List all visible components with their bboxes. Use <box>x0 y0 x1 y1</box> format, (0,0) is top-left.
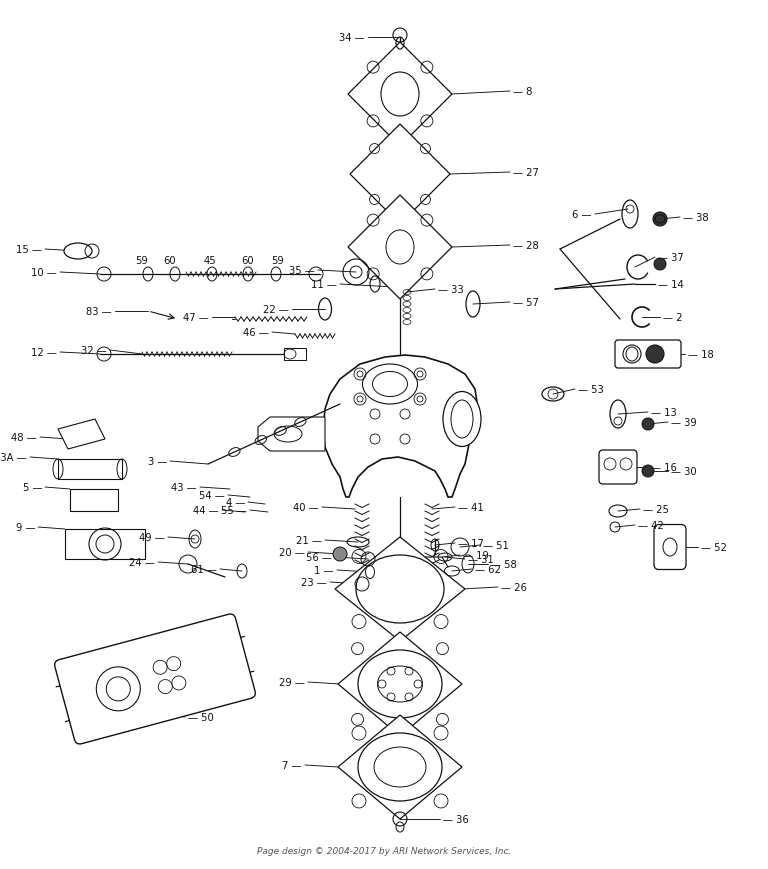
Text: 21 —: 21 — <box>296 535 322 546</box>
Polygon shape <box>350 125 450 225</box>
Text: — 30: — 30 <box>671 467 697 476</box>
Text: 22 —: 22 — <box>263 305 289 315</box>
Circle shape <box>642 466 654 477</box>
Text: 34 —: 34 — <box>339 33 365 43</box>
Text: 11 —: 11 — <box>311 280 337 289</box>
FancyBboxPatch shape <box>55 614 255 744</box>
Text: 54 —: 54 — <box>199 490 225 501</box>
Text: 48 —: 48 — <box>12 433 37 442</box>
Circle shape <box>646 346 664 363</box>
Text: — 39: — 39 <box>671 417 697 428</box>
Text: 3 —: 3 — <box>147 456 167 467</box>
Text: — 41: — 41 <box>458 502 484 513</box>
Text: — 52: — 52 <box>701 542 727 553</box>
Polygon shape <box>70 489 118 512</box>
Text: — 19: — 19 <box>463 550 489 561</box>
Text: — 8: — 8 <box>513 87 532 96</box>
Text: — 53: — 53 <box>578 385 604 395</box>
Text: — 37: — 37 <box>658 253 684 262</box>
Text: — 42: — 42 <box>638 521 664 530</box>
Ellipse shape <box>64 243 92 260</box>
Text: 7 —: 7 — <box>283 760 302 770</box>
Text: 59: 59 <box>272 255 284 266</box>
Text: 6 —: 6 — <box>572 209 592 220</box>
Text: 56 —: 56 — <box>306 553 332 562</box>
Text: — 51: — 51 <box>483 541 509 550</box>
Bar <box>284 348 306 361</box>
Text: 4 —: 4 — <box>226 497 245 507</box>
Text: 35 —: 35 — <box>290 266 315 275</box>
Text: — 14: — 14 <box>658 280 684 289</box>
Text: 20 —: 20 — <box>280 547 305 557</box>
FancyBboxPatch shape <box>599 450 637 484</box>
Polygon shape <box>338 633 462 736</box>
Circle shape <box>654 259 666 270</box>
Text: — 50: — 50 <box>188 713 214 722</box>
Text: — 27: — 27 <box>513 168 539 178</box>
Text: 32 —: 32 — <box>81 346 107 355</box>
Text: 12 —: 12 — <box>31 348 57 357</box>
Text: — 16: — 16 <box>651 462 677 473</box>
Text: — 28: — 28 <box>513 241 538 251</box>
Text: — 2: — 2 <box>663 313 683 322</box>
Text: 47 —: 47 — <box>184 313 209 322</box>
Text: 24 —: 24 — <box>129 557 155 567</box>
Text: — 26: — 26 <box>501 582 527 593</box>
Polygon shape <box>348 43 452 147</box>
Text: 5 —: 5 — <box>22 482 42 493</box>
Polygon shape <box>338 715 462 819</box>
Text: 44 —: 44 — <box>194 506 219 515</box>
Circle shape <box>333 547 347 561</box>
Text: 60: 60 <box>242 255 254 266</box>
FancyBboxPatch shape <box>615 341 681 368</box>
Text: 60: 60 <box>164 255 177 266</box>
Text: — 33: — 33 <box>438 285 464 295</box>
Text: — 18: — 18 <box>688 349 713 360</box>
Text: — 57: — 57 <box>513 298 539 308</box>
Polygon shape <box>258 417 325 452</box>
Text: 45: 45 <box>204 255 217 266</box>
Text: 1 —: 1 — <box>315 566 334 575</box>
Text: 83 —: 83 — <box>86 307 112 316</box>
Ellipse shape <box>443 392 481 447</box>
Text: 46 —: 46 — <box>243 328 269 338</box>
Text: 9 —: 9 — <box>15 522 35 533</box>
Polygon shape <box>58 460 122 480</box>
Circle shape <box>653 213 667 227</box>
Circle shape <box>96 667 141 711</box>
Text: 29 —: 29 — <box>279 677 305 687</box>
Text: 10 —: 10 — <box>31 268 57 278</box>
Text: — 38: — 38 <box>683 213 709 222</box>
Text: — 13: — 13 <box>651 408 677 417</box>
Text: — 25: — 25 <box>643 504 669 514</box>
Polygon shape <box>348 196 452 300</box>
Polygon shape <box>65 529 145 560</box>
Text: 43 —: 43 — <box>171 482 197 493</box>
Text: 15 —: 15 — <box>16 245 42 255</box>
FancyBboxPatch shape <box>654 525 686 570</box>
Text: 61 —: 61 — <box>191 564 217 574</box>
Text: — 36: — 36 <box>443 814 468 824</box>
Circle shape <box>642 419 654 430</box>
Text: — 31: — 31 <box>468 554 494 564</box>
Text: 23 —: 23 — <box>301 577 327 587</box>
Text: — 17: — 17 <box>458 539 484 548</box>
Polygon shape <box>58 420 105 449</box>
Text: 49 —: 49 — <box>139 533 165 542</box>
Text: 55 —: 55 — <box>221 506 247 515</box>
Polygon shape <box>335 537 465 641</box>
Polygon shape <box>323 355 478 497</box>
Text: 40 —: 40 — <box>293 502 319 513</box>
Text: 23A —: 23A — <box>0 453 27 462</box>
Text: Page design © 2004-2017 by ARI Network Services, Inc.: Page design © 2004-2017 by ARI Network S… <box>257 846 511 855</box>
Text: — 62: — 62 <box>475 564 501 574</box>
Text: 59: 59 <box>136 255 148 266</box>
Text: — 58: — 58 <box>491 560 517 569</box>
